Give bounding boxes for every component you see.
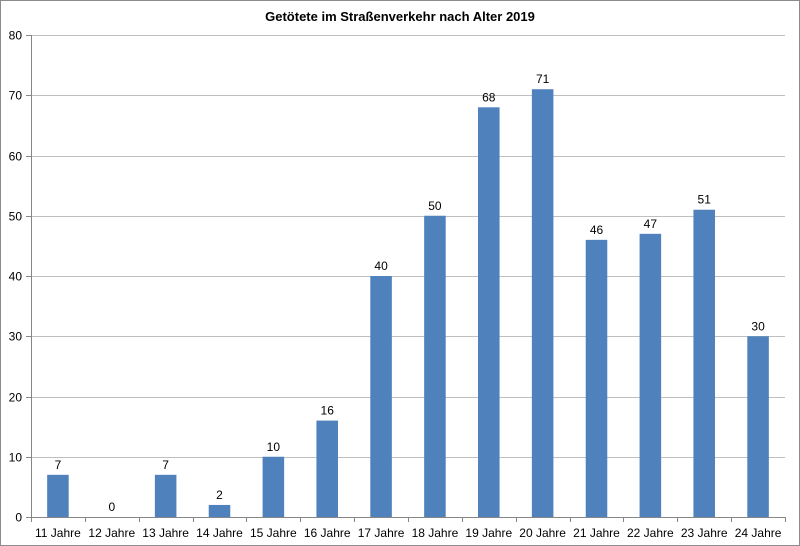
data-label: 68 [482, 90, 496, 104]
x-tick-label: 14 Jahre [196, 526, 243, 540]
x-tick-label: 16 Jahre [304, 526, 351, 540]
x-tick-label: 20 Jahre [519, 526, 566, 540]
bar [693, 209, 715, 517]
y-tick-label: 30 [9, 330, 23, 344]
x-tick-label: 22 Jahre [627, 526, 674, 540]
bar [639, 233, 662, 517]
x-tick-label: 15 Jahre [250, 526, 297, 540]
bar [47, 474, 69, 517]
bars [47, 89, 769, 518]
data-label: 0 [108, 500, 115, 514]
data-label: 16 [321, 404, 335, 418]
y-tick-label: 20 [9, 391, 23, 405]
data-label: 47 [644, 217, 658, 231]
x-tick-label: 13 Jahre [142, 526, 189, 540]
bar [747, 336, 769, 517]
y-tick-label: 60 [9, 150, 23, 164]
bar [370, 276, 392, 517]
y-tick-label: 70 [9, 89, 23, 103]
labels: 0 10 20 30 40 50 60 70 80 7 11 Jahre 0 12 Jahre 7 13 J… [9, 29, 782, 541]
axes [26, 35, 786, 522]
x-tick-label: 19 Jahre [465, 526, 512, 540]
x-tick-label: 21 Jahre [573, 526, 620, 540]
data-label: 71 [536, 72, 550, 86]
x-tick-label: 11 Jahre [35, 526, 81, 540]
x-tick-label: 18 Jahre [412, 526, 459, 540]
x-tick-label: 23 Jahre [681, 526, 728, 540]
y-tick-label: 10 [9, 451, 23, 465]
y-tick-label: 40 [9, 270, 23, 284]
bar [154, 474, 177, 517]
data-label: 50 [428, 199, 442, 213]
bar [208, 504, 231, 517]
y-tick-label: 50 [9, 210, 23, 224]
bar [478, 107, 500, 518]
y-tick-label: 0 [15, 511, 22, 525]
bar [585, 239, 608, 517]
data-label: 7 [162, 458, 169, 472]
bar [316, 420, 338, 517]
x-tick-label: 17 Jahre [358, 526, 405, 540]
data-label: 30 [751, 319, 765, 333]
bar [424, 215, 446, 517]
x-tick-label: 12 Jahre [88, 526, 135, 540]
data-label: 46 [590, 223, 604, 237]
data-label: 51 [698, 193, 712, 207]
gridlines [31, 35, 785, 458]
data-label: 2 [216, 488, 223, 502]
bar [262, 456, 285, 517]
y-tick-label: 80 [9, 29, 23, 43]
data-label: 10 [267, 440, 281, 454]
data-label: 40 [374, 259, 388, 273]
bar [531, 89, 554, 517]
chart-title: Getötete im Straßenverkehr nach Alter 20… [265, 9, 535, 24]
data-label: 7 [55, 458, 62, 472]
x-tick-label: 24 Jahre [735, 526, 782, 540]
